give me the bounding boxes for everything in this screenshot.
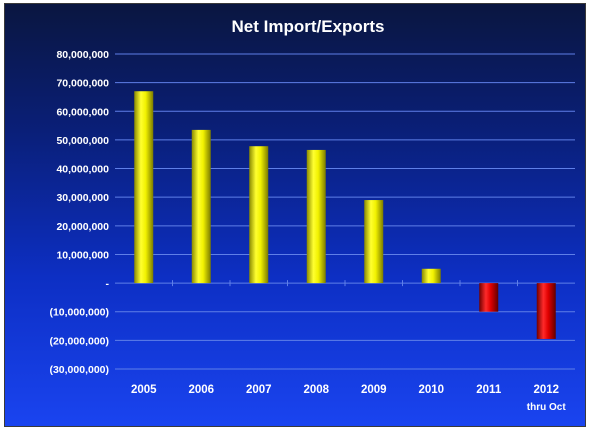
y-tick-label: 50,000,000 bbox=[56, 135, 109, 147]
gridlines bbox=[115, 53, 575, 370]
chart-title: Net Import/Exports bbox=[231, 17, 384, 36]
y-tick-label: 60,000,000 bbox=[56, 106, 109, 118]
x-tick-label: 2008 bbox=[303, 384, 329, 396]
bar-2005 bbox=[134, 91, 154, 284]
x-tick-label: 2012 bbox=[533, 384, 559, 396]
y-tick-label: 20,000,000 bbox=[56, 221, 109, 233]
y-tick-label: - bbox=[106, 278, 110, 290]
y-tick-label: 80,000,000 bbox=[56, 49, 109, 61]
x-tick-label: 2011 bbox=[476, 384, 502, 396]
y-tick-label: 70,000,000 bbox=[56, 78, 109, 90]
x-tick-label: 2005 bbox=[131, 384, 157, 396]
x-tick-sublabel: thru Oct bbox=[527, 402, 567, 413]
bar-2008 bbox=[306, 149, 326, 284]
y-tick-label: (20,000,000) bbox=[49, 335, 109, 347]
y-tick-label: 40,000,000 bbox=[56, 164, 109, 176]
y-tick-label: 30,000,000 bbox=[56, 192, 109, 204]
y-tick-label: (30,000,000) bbox=[49, 364, 109, 376]
bars bbox=[134, 91, 556, 339]
y-axis-ticks: 80,000,000 70,000,000 60,000,000 50,000,000… bbox=[49, 49, 109, 376]
x-tick-label: 2007 bbox=[246, 384, 272, 396]
x-tick-label: 2006 bbox=[188, 384, 214, 396]
bar-2012 bbox=[536, 283, 556, 339]
bar-2010 bbox=[421, 268, 441, 284]
x-tick-label: 2010 bbox=[418, 384, 444, 396]
bar-2009 bbox=[364, 200, 384, 284]
chart-frame: Net Import/Exports 80,000,000 70,000,000 6… bbox=[4, 3, 586, 427]
bar-chart: Net Import/Exports 80,000,000 70,000,000 6… bbox=[49, 17, 575, 413]
y-tick-label: (10,000,000) bbox=[49, 307, 109, 319]
bar-2011 bbox=[479, 283, 499, 312]
y-tick-label: 10,000,000 bbox=[56, 249, 109, 261]
x-axis-ticks: 2005 2006 2007 2008 2009 2010 2011 2012 thru Oct bbox=[131, 384, 566, 413]
bar-2006 bbox=[191, 129, 211, 284]
x-tick-label: 2009 bbox=[361, 384, 387, 396]
bar-2007 bbox=[249, 146, 269, 284]
